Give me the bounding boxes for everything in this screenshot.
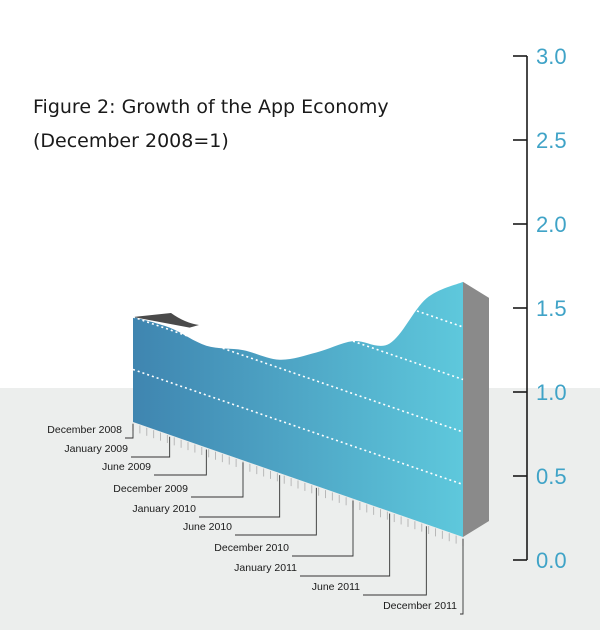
x-axis-labels: December 2008 January 2009 June 2009 Decemb… <box>47 424 464 615</box>
x-label-leader <box>191 462 244 498</box>
x-tick-label: June 2011 <box>312 581 360 593</box>
x-label-leader <box>363 526 427 596</box>
x-tick-label: June 2009 <box>102 461 151 473</box>
x-label-leader <box>235 487 317 536</box>
x-tick-label: January 2011 <box>234 562 297 574</box>
x-tick-label: December 2009 <box>113 483 188 495</box>
y-tick-label: 2.0 <box>536 212 567 237</box>
gridline <box>416 310 464 328</box>
x-tick-label: January 2010 <box>132 503 196 515</box>
y-tick-label: 2.5 <box>536 128 567 153</box>
area-series <box>133 281 463 537</box>
x-tick-label: December 2011 <box>383 600 457 612</box>
y-tick-label: 0.5 <box>536 464 567 489</box>
y-tick-label: 3.0 <box>536 44 567 69</box>
x-tick-label: December 2008 <box>47 424 122 436</box>
y-tick-label: 1.5 <box>536 296 567 321</box>
x-label-leader <box>199 475 281 518</box>
x-tick-label: December 2010 <box>214 542 289 554</box>
chart-title: Figure 2: Growth of the App Economy <box>33 96 389 118</box>
gridline <box>132 368 464 486</box>
gridline <box>132 316 464 433</box>
x-tick-label: June 2010 <box>183 521 232 533</box>
x-label-leader <box>292 500 354 557</box>
y-tick-label: 0.0 <box>536 548 567 573</box>
x-label-leader <box>154 449 207 476</box>
chart-subtitle: (December 2008=1) <box>33 130 229 152</box>
x-label-leader <box>460 539 464 615</box>
x-tick-label: January 2009 <box>64 443 128 455</box>
x-label-leader <box>131 436 171 458</box>
x-label-leader <box>125 424 134 439</box>
side-face <box>463 281 489 537</box>
x-label-leader <box>300 513 391 577</box>
y-tick-label: 1.0 <box>536 380 567 405</box>
y-axis: 3.0 2.5 2.0 1.5 1.0 0.5 0.0 <box>513 44 567 573</box>
top-face <box>133 313 199 328</box>
chart-marks <box>132 281 489 546</box>
